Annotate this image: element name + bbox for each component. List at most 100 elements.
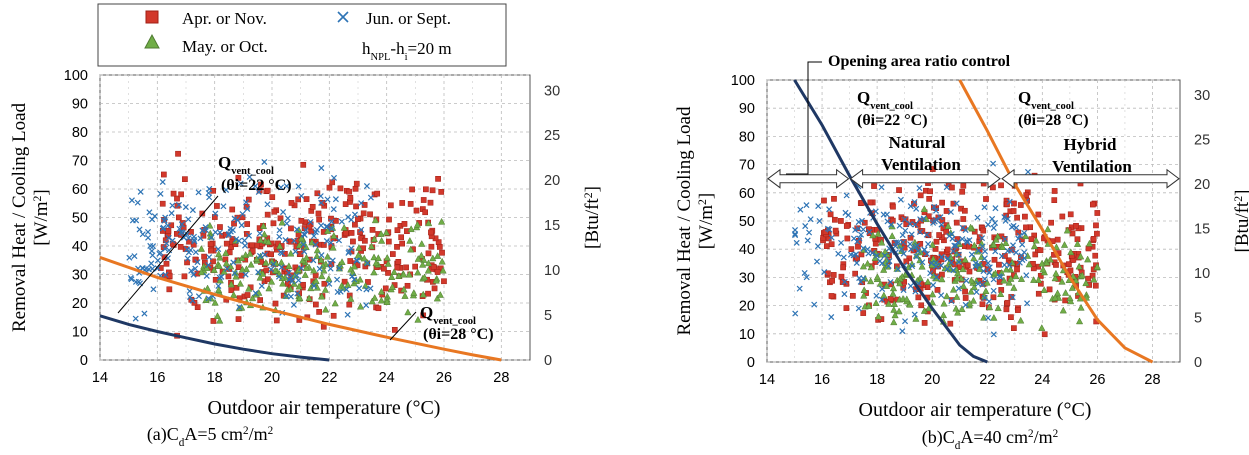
data-point-triangle [1000, 276, 1008, 284]
data-point-x [981, 248, 988, 255]
data-point-square [390, 251, 396, 257]
data-point-square [229, 206, 236, 213]
data-point-x [912, 288, 919, 295]
data-point-x [212, 210, 219, 217]
data-point-x [301, 248, 308, 255]
data-point-square [235, 175, 242, 181]
data-point-square [850, 293, 856, 299]
data-point-x [324, 223, 331, 230]
data-point-triangle [958, 305, 966, 313]
data-point-x [947, 208, 954, 216]
data-point-x [997, 274, 1004, 281]
data-point-triangle [860, 286, 868, 294]
data-point-x [312, 241, 319, 248]
x-tick-label: 16 [149, 370, 165, 386]
annotation-q22-part: Q [857, 88, 870, 107]
data-point-x [1016, 232, 1023, 239]
y-tick-label: 80 [739, 129, 755, 145]
data-point-square [319, 199, 326, 206]
data-point-x [188, 267, 195, 274]
y2-axis-label-part: ] [582, 186, 603, 192]
panel-caption-part: d [955, 440, 961, 452]
panel-caption-part: 2 [1053, 428, 1059, 440]
data-point-x [215, 246, 222, 253]
data-point-x [310, 257, 317, 264]
data-point-triangle [1025, 260, 1033, 268]
data-point-x [261, 251, 268, 258]
data-point-square [441, 278, 447, 285]
data-point-square [375, 305, 382, 312]
data-point-triangle [928, 298, 937, 306]
data-point-square [1092, 282, 1099, 289]
data-point-triangle [1078, 271, 1086, 279]
data-point-x [933, 274, 940, 281]
data-point-triangle [890, 305, 898, 313]
data-point-triangle [982, 287, 990, 295]
data-point-triangle [377, 236, 386, 244]
legend-label: May. or Oct. [182, 37, 268, 56]
data-point-x [159, 225, 166, 232]
data-point-triangle [370, 253, 378, 261]
data-point-triangle [420, 256, 428, 263]
data-point-x [972, 263, 979, 270]
legend-note-part: i [405, 52, 408, 63]
y-axis-unit-label: [W/m2] [696, 193, 718, 250]
data-point-triangle [872, 299, 880, 306]
y2-axis-label-part: ] [1232, 190, 1249, 196]
data-point-x [979, 281, 986, 288]
data-point-x [165, 234, 172, 241]
data-point-x [290, 301, 297, 308]
data-point-triangle [355, 243, 363, 251]
data-point-square [423, 186, 429, 193]
data-point-square [163, 260, 170, 267]
data-point-square [316, 216, 322, 223]
data-point-triangle [1034, 276, 1043, 283]
data-point-square [1008, 314, 1014, 321]
data-point-x [899, 328, 906, 335]
data-point-x [866, 228, 873, 235]
data-point-x [850, 235, 858, 242]
data-point-x [1002, 217, 1009, 224]
panel-caption-part: /m [1034, 427, 1053, 447]
data-point-x [146, 209, 153, 216]
data-point-x [239, 211, 246, 218]
data-point-x [944, 256, 951, 263]
y2-tick-label: 5 [1194, 311, 1202, 327]
data-point-x [920, 215, 927, 222]
data-point-square [1011, 325, 1017, 332]
data-point-triangle [1077, 252, 1085, 260]
data-point-x [307, 218, 314, 226]
data-point-triangle [1063, 226, 1071, 234]
data-point-x [933, 207, 940, 214]
y-tick-label: 70 [739, 158, 755, 174]
y-axis-unit-label: [W/m2] [31, 189, 53, 246]
data-point-x [286, 276, 293, 283]
annotation-q28-part: Q [1018, 88, 1031, 107]
data-point-x [330, 206, 337, 213]
data-point-square [939, 199, 945, 206]
data-point-x [990, 224, 997, 231]
data-point-x [911, 198, 918, 206]
data-point-triangle [967, 276, 975, 284]
data-point-square [268, 251, 274, 258]
data-point-triangle [305, 294, 313, 302]
data-point-x [141, 310, 148, 317]
data-point-triangle [197, 245, 206, 252]
data-point-x [192, 249, 199, 256]
data-point-square [438, 189, 445, 195]
data-point-x [908, 231, 915, 238]
data-point-square [365, 279, 371, 285]
data-point-triangle [940, 299, 948, 307]
x-tick-label: 14 [759, 372, 775, 388]
data-point-x [807, 216, 814, 223]
data-point-x [986, 269, 993, 276]
data-point-triangle [1084, 255, 1092, 263]
data-point-triangle [268, 257, 276, 265]
data-point-triangle [881, 247, 889, 255]
data-point-x [872, 208, 879, 215]
data-point-triangle [356, 275, 364, 283]
data-point-triangle [859, 262, 868, 270]
y-tick-label: 50 [72, 211, 88, 227]
data-point-triangle [321, 285, 330, 293]
data-point-x [223, 186, 230, 194]
